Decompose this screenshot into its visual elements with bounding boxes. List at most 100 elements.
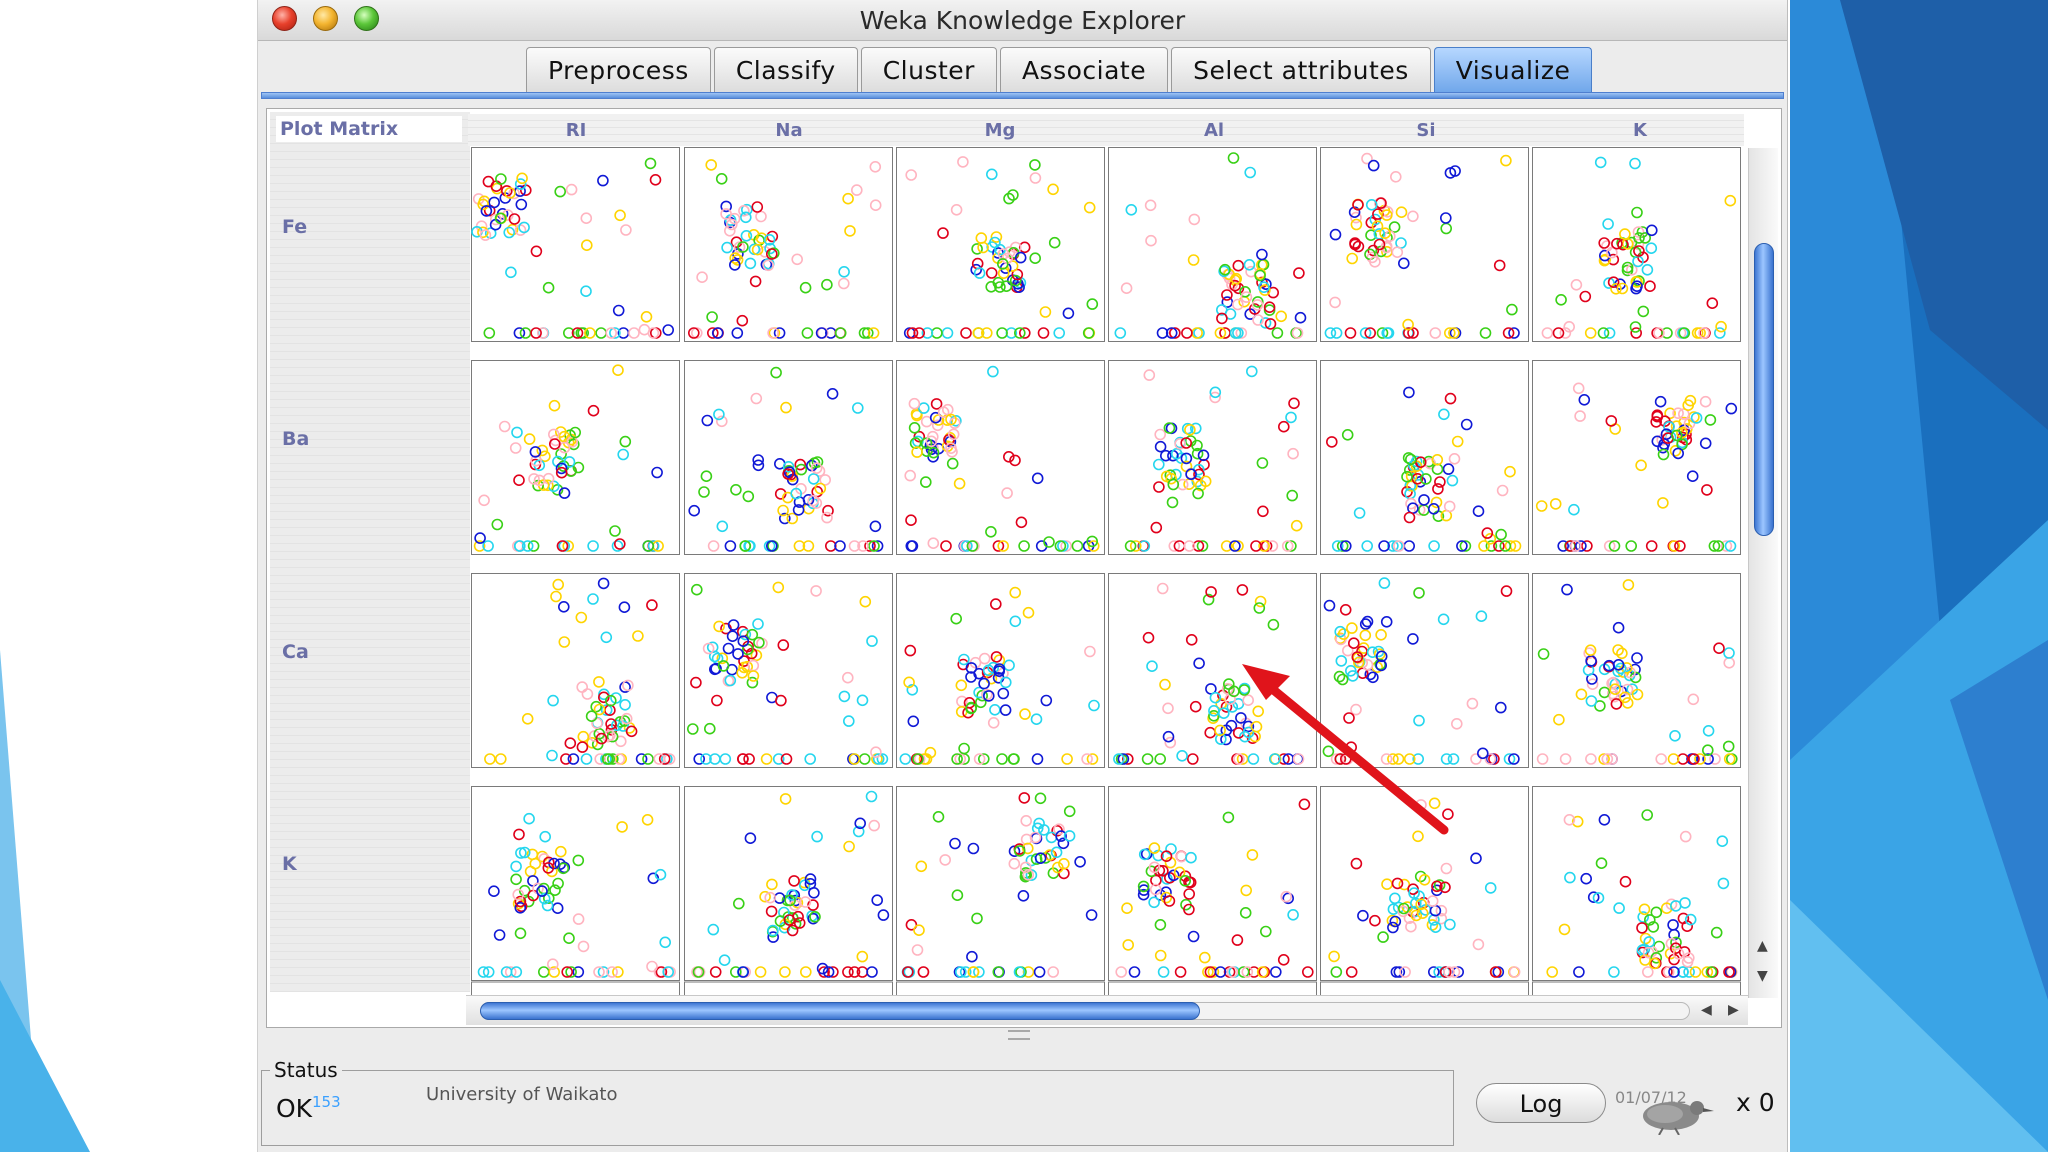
matrix-cell	[684, 573, 893, 768]
panel-splitter-handle[interactable]	[1008, 1030, 1030, 1040]
scatter-point	[844, 225, 856, 237]
scatter-point	[1496, 484, 1509, 497]
scatter-point	[904, 469, 917, 482]
scatter-point	[903, 676, 915, 689]
horizontal-scroll-thumb[interactable]	[480, 1002, 1200, 1020]
scatter-point	[1061, 753, 1073, 765]
status-panel	[261, 1070, 1454, 1146]
scatter-point	[1250, 540, 1262, 552]
scatter-point	[876, 753, 889, 765]
scatter-point	[1187, 930, 1200, 943]
scatter-point	[1129, 540, 1142, 552]
scatter-point	[1034, 852, 1047, 865]
scatter-point	[727, 619, 740, 631]
scatter-point	[510, 860, 522, 873]
scatter-point	[1350, 857, 1363, 870]
scatter-point	[1570, 540, 1582, 552]
scatter-point	[700, 470, 713, 483]
tab-classify[interactable]: Classify	[713, 47, 858, 93]
scatter-point	[987, 365, 999, 378]
scatter-point	[842, 966, 854, 978]
scatter-point	[1584, 327, 1597, 339]
scatter-point	[1256, 457, 1269, 469]
organization-label: University of Waikato	[426, 1084, 618, 1105]
scatter-point	[563, 456, 576, 468]
scatter-point	[1389, 915, 1402, 928]
scatter-cells[interactable]	[471, 147, 1756, 995]
scroll-left-arrow-icon[interactable]: ◀	[1701, 1002, 1712, 1018]
scatter-point	[1246, 732, 1259, 745]
scatter-point	[555, 462, 568, 475]
scatter-point	[736, 753, 749, 765]
scatter-point	[555, 845, 567, 858]
scatter-point	[1221, 682, 1234, 695]
minimize-window-button[interactable]	[313, 6, 338, 31]
scatter-point	[688, 504, 700, 517]
scatter-point	[536, 444, 549, 457]
scroll-right-arrow-icon[interactable]: ▶	[1728, 1002, 1739, 1018]
scatter-point	[616, 821, 628, 833]
scatter-point	[1058, 857, 1070, 870]
scatter-point	[1405, 470, 1418, 483]
scatter-point	[784, 894, 796, 907]
scatter-point	[804, 873, 817, 885]
scatter-point	[1408, 887, 1420, 899]
scatter-point	[951, 889, 964, 902]
tab-cluster[interactable]: Cluster	[860, 47, 997, 93]
tab-visualize[interactable]: Visualize	[1433, 47, 1593, 93]
horizontal-scrollbar[interactable]: ◀ ▶	[466, 995, 1748, 1025]
scatter-point	[1252, 314, 1264, 326]
tab-associate[interactable]: Associate	[999, 47, 1169, 93]
tab-select-attributes[interactable]: Select attributes	[1171, 47, 1431, 93]
scroll-up-arrow-icon[interactable]: ▲	[1757, 938, 1768, 954]
tab-preprocess[interactable]: Preprocess	[526, 47, 711, 93]
scatter-point	[521, 712, 534, 725]
scatter-point	[1585, 695, 1598, 707]
scatter-point	[1120, 282, 1133, 294]
matrix-cell-frame	[1320, 360, 1529, 555]
scroll-down-arrow-icon[interactable]: ▼	[1757, 968, 1768, 984]
scatter-point	[1166, 496, 1179, 509]
column-header-k: K	[1633, 120, 1647, 141]
scatter-point	[552, 877, 564, 890]
vertical-scroll-thumb[interactable]	[1754, 243, 1774, 536]
scatter-point	[597, 966, 610, 978]
scatter-point	[632, 630, 644, 642]
scatter-plot-matrix[interactable]	[471, 147, 1756, 995]
log-button[interactable]: Log	[1476, 1083, 1606, 1123]
scatter-point	[927, 537, 940, 550]
scatter-point	[1205, 683, 1217, 695]
scatter-point	[1723, 647, 1735, 659]
scatter-point	[822, 966, 835, 978]
vertical-scrollbar[interactable]: ▲ ▼	[1748, 148, 1778, 998]
scatter-point	[1114, 327, 1127, 339]
scatter-point	[556, 540, 569, 552]
scatter-point	[1154, 949, 1167, 962]
scatter-point	[489, 213, 502, 226]
scatter-point	[1013, 966, 1026, 978]
scatter-point	[1426, 919, 1439, 931]
scatter-point	[1484, 753, 1497, 765]
scatter-point	[977, 241, 989, 254]
scatter-point	[788, 875, 800, 887]
scatter-point	[790, 487, 803, 500]
scatter-point	[716, 652, 729, 665]
scatter-point	[1009, 586, 1022, 599]
scatter-point	[738, 655, 750, 667]
scatter-point	[1323, 599, 1336, 612]
scatter-point	[987, 661, 1000, 674]
scatter-point	[814, 482, 827, 495]
zoom-window-button[interactable]	[354, 6, 379, 31]
scatter-point	[869, 199, 882, 212]
scatter-point	[1677, 966, 1689, 978]
scatter-point	[1651, 435, 1664, 448]
scatter-point	[1339, 540, 1352, 552]
scatter-point	[1443, 966, 1455, 978]
scatter-point	[919, 476, 932, 488]
scatter-point	[1427, 966, 1440, 978]
scatter-point	[742, 490, 755, 503]
scatter-point	[719, 753, 732, 765]
close-window-button[interactable]	[272, 6, 297, 31]
scatter-point	[1427, 502, 1440, 515]
scatter-point	[1167, 478, 1180, 491]
